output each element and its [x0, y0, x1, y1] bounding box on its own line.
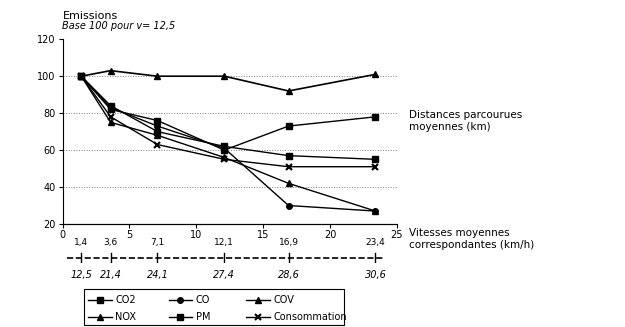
Text: NOX: NOX [116, 313, 136, 322]
Text: 21,4: 21,4 [100, 270, 122, 280]
Text: Distances parcourues
moyennes (km): Distances parcourues moyennes (km) [409, 110, 522, 132]
Text: 27,4: 27,4 [213, 270, 235, 280]
Text: 12,5: 12,5 [70, 270, 92, 280]
Text: 28,6: 28,6 [278, 270, 299, 280]
Text: 30,6: 30,6 [364, 270, 386, 280]
Text: Base 100 pour v= 12,5: Base 100 pour v= 12,5 [62, 21, 176, 31]
Text: Emissions: Emissions [62, 11, 118, 22]
Text: Consommation: Consommation [274, 313, 348, 322]
Text: Vitesses moyennes
correspondantes (km/h): Vitesses moyennes correspondantes (km/h) [409, 228, 534, 250]
Text: CO: CO [196, 295, 210, 305]
Text: CO2: CO2 [116, 295, 136, 305]
Text: 24,1: 24,1 [146, 270, 168, 280]
Text: COV: COV [274, 295, 294, 305]
Text: PM: PM [196, 313, 211, 322]
